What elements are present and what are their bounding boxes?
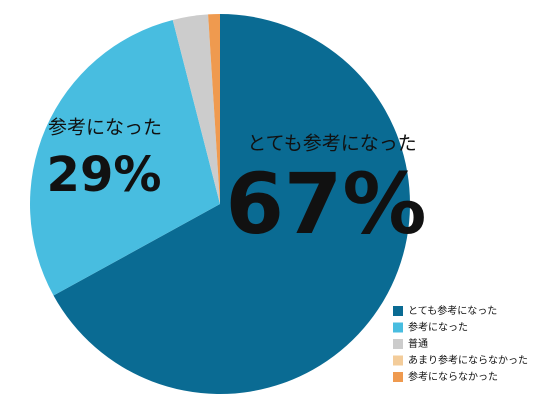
legend-label: あまり参考にならなかった [408,354,528,367]
legend-label: 参考になった [408,321,468,334]
legend-swatch [393,322,403,333]
slice-category-label: 参考になった [48,117,162,139]
legend-swatch [393,306,403,316]
pie-slice [208,14,220,204]
legend-label: 参考にならなかった [408,370,498,383]
legend-swatch [393,372,403,382]
slice-value-label: 29% [47,147,162,203]
legend-swatch [393,339,403,349]
pie-slice [53,14,410,394]
legend-swatch [393,355,403,366]
pie-slice [30,19,221,296]
legend-label: とても参考になった [408,304,497,317]
slice-category-label: とても参考になった [247,133,416,155]
pie-slice [172,14,220,204]
legend-label: 普通 [408,337,428,350]
slice-value-label: 67% [225,155,426,253]
